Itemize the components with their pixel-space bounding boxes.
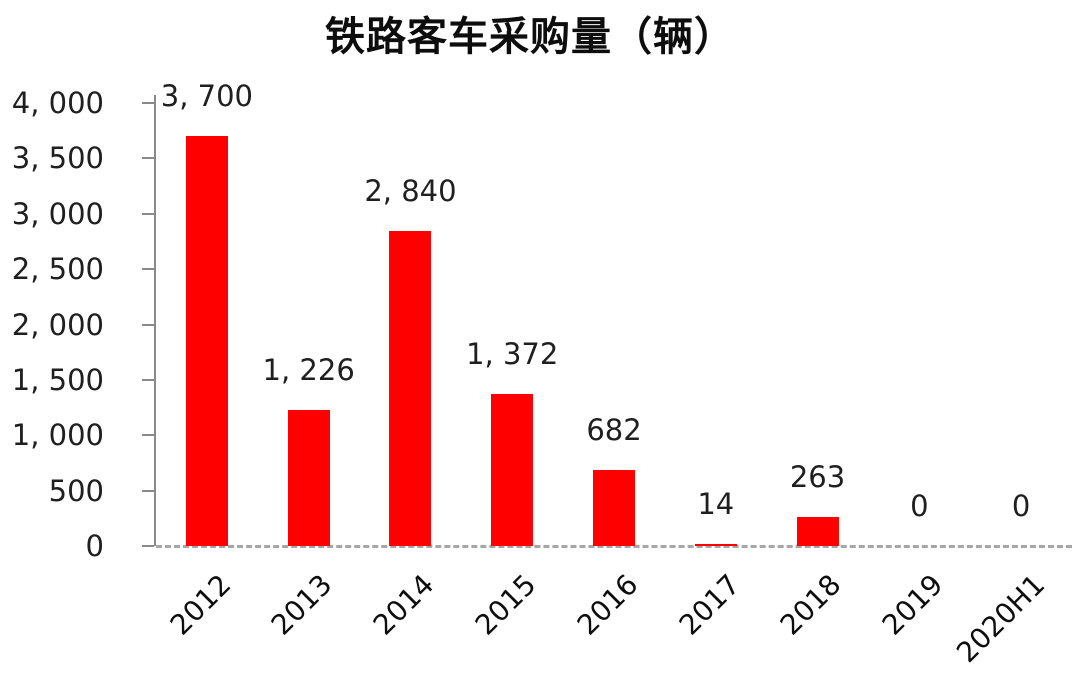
y-axis-tick-label: 4, 000	[11, 86, 104, 120]
y-axis-tick-label: 2, 500	[11, 252, 104, 287]
bar-2018	[796, 517, 839, 546]
y-axis-tick-label: 500	[48, 473, 104, 508]
y-axis-tick	[142, 545, 154, 547]
y-axis-tick	[142, 157, 154, 160]
x-axis-label-2014: 2014	[366, 567, 441, 642]
bar-2017	[694, 544, 737, 546]
value-label-2020H1: 0	[1011, 489, 1031, 523]
x-axis-label-2020H1: 2020H1	[950, 567, 1052, 670]
x-axis-label-2019: 2019	[875, 567, 950, 642]
y-axis-tick	[142, 212, 154, 215]
y-axis-tick-label: 0	[85, 529, 104, 563]
value-label-2017: 14	[697, 487, 735, 521]
value-label-2012: 3, 700	[160, 79, 253, 113]
x-axis-label-2015: 2015	[468, 567, 543, 642]
value-label-2013: 1, 226	[262, 353, 355, 387]
x-axis-baseline	[156, 545, 1072, 548]
y-axis-tick-label: 2, 000	[11, 307, 104, 342]
bar-2013	[287, 410, 330, 546]
value-label-2016: 682	[586, 413, 642, 447]
y-axis-tick	[142, 434, 154, 437]
y-axis-tick	[142, 323, 154, 326]
bar-2016	[593, 470, 635, 546]
y-axis-tick-label: 3, 000	[11, 196, 104, 231]
value-label-2014: 2, 840	[364, 174, 457, 208]
x-axis-label-2016: 2016	[570, 567, 645, 642]
chart-title: 铁路客车采购量（辆）	[325, 14, 735, 60]
bar-2012	[185, 136, 228, 546]
value-label-2019: 0	[910, 489, 929, 523]
y-axis-tick	[142, 378, 154, 381]
bar-2015	[491, 394, 534, 546]
x-axis-label-2018: 2018	[774, 567, 848, 642]
y-axis-tick-label: 3, 500	[11, 141, 104, 176]
x-axis-label-2017: 2017	[672, 567, 746, 642]
y-axis-tick	[142, 268, 154, 271]
y-axis-tick-label: 1, 000	[11, 418, 104, 453]
y-axis-tick	[142, 102, 154, 104]
y-axis-tick	[142, 489, 154, 492]
y-axis-line	[154, 95, 156, 546]
bar-2014	[389, 231, 432, 546]
value-label-2015: 1, 372	[466, 337, 559, 371]
x-axis-label-2012: 2012	[163, 567, 238, 642]
value-label-2018: 263	[789, 460, 846, 494]
x-axis-label-2013: 2013	[265, 567, 339, 642]
y-axis-tick-label: 1, 500	[11, 362, 104, 397]
